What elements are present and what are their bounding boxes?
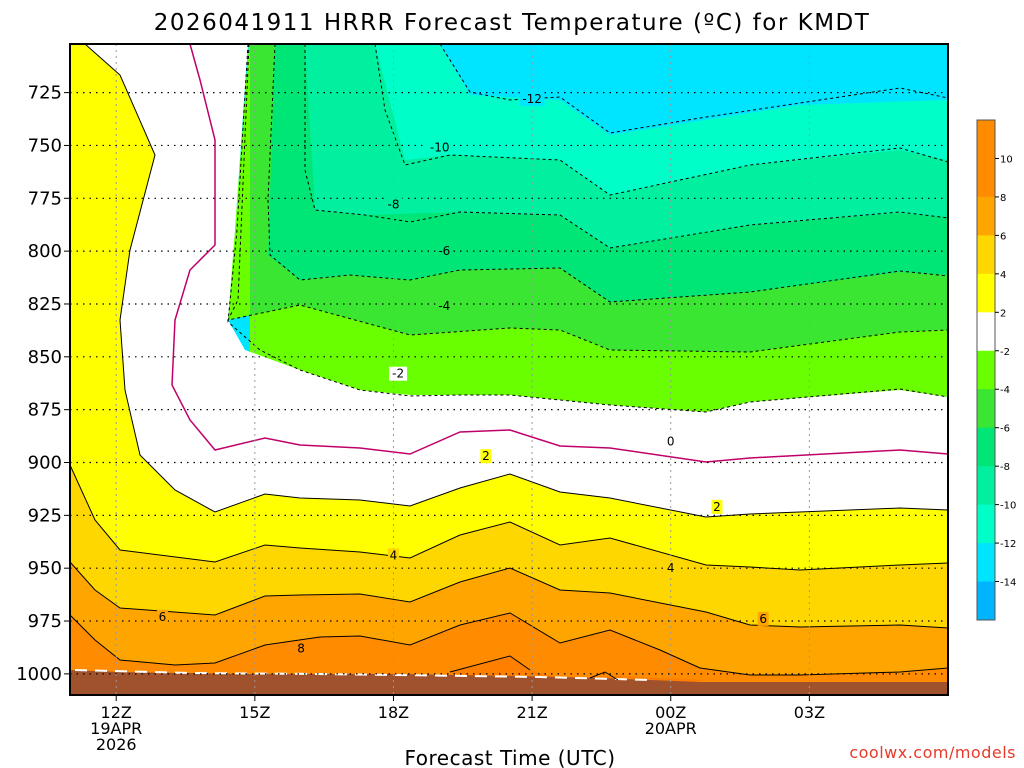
y-tick-label: 775	[28, 188, 62, 209]
contour-label-bg	[156, 609, 168, 624]
colorbar-tick-label: 8	[1000, 193, 1006, 204]
contour-label-bg	[711, 499, 723, 514]
contour-label: -12	[522, 92, 542, 106]
y-tick-label: 800	[28, 241, 62, 262]
colorbar-swatch	[977, 120, 995, 159]
y-tick-label: 975	[28, 611, 62, 632]
contour-label-bg	[384, 197, 403, 212]
colorbar-tick-label: -2	[1000, 347, 1010, 358]
y-tick-label: 725	[28, 83, 62, 104]
contour-label: -8	[387, 198, 399, 212]
contour-minus-12	[439, 44, 948, 134]
y-tick-label: 1000	[16, 664, 62, 685]
contour-label: 4	[667, 561, 675, 575]
contour-label: 0	[667, 434, 675, 448]
colorbar-swatch	[977, 504, 995, 544]
x-tick-label: 15Z	[239, 703, 270, 722]
contour-label: 4	[390, 549, 398, 563]
contour-label: 2	[713, 500, 721, 514]
contour-minus-4	[227, 44, 948, 353]
colorbar-frame	[976, 119, 996, 621]
colorbar-swatch	[977, 196, 995, 236]
colorbar-swatch	[977, 312, 995, 352]
plot-frame	[69, 43, 949, 696]
surface-line	[74, 669, 651, 681]
colorbar-tick-label: -12	[1000, 539, 1016, 550]
contour-label-bg	[389, 366, 408, 381]
contour-plus-2	[84, 44, 948, 518]
credit-link[interactable]: coolwx.com/models	[849, 743, 1016, 762]
colorbar-tick-label: -14	[1000, 578, 1016, 589]
contour-label: -6	[438, 244, 450, 258]
contour-label-bg	[427, 140, 453, 155]
colorbar-tick-label: -10	[1000, 501, 1016, 512]
y-axis: 725 750 775 800 825 850 875 900 925 950 975 1000	[16, 83, 70, 685]
contour-labels: -12 -10 -8 -6 -4 -2 0 2 2 4 4 6 6 8	[156, 91, 769, 656]
contour-label-bg	[435, 299, 454, 314]
colorbar-tick-label: 2	[1000, 308, 1006, 319]
x-axis-label: Forecast Time (UTC)	[404, 746, 615, 768]
y-tick-label: 850	[28, 347, 62, 368]
x-tick-label: 00Z	[655, 703, 686, 722]
contour-label-bg	[435, 244, 454, 259]
colorbar-swatch	[977, 543, 995, 583]
y-tick-label: 875	[28, 400, 62, 421]
contour-zero	[171, 44, 948, 463]
colorbar-tick-label: 10	[1000, 154, 1013, 165]
y-tick-label: 825	[28, 294, 62, 315]
contour-label-bg	[519, 91, 545, 106]
temperature-field	[70, 44, 948, 695]
contour-label: 6	[159, 610, 167, 624]
band-plus-2	[70, 44, 948, 695]
terrain-strip	[70, 670, 948, 695]
contour-label: -4	[438, 299, 450, 313]
x-tick-label: 19APR	[90, 719, 142, 738]
colorbar-tick-label: 4	[1000, 270, 1006, 281]
colorbar-tick-label: 6	[1000, 231, 1006, 242]
contour-label-bg	[757, 611, 769, 626]
contour-minus-8	[304, 44, 948, 249]
x-tick-label: 18Z	[378, 703, 409, 722]
colorbar-swatch	[977, 389, 995, 429]
x-tick-label: 20APR	[645, 719, 697, 738]
colorbar-swatch	[977, 158, 995, 198]
y-tick-label: 900	[28, 453, 62, 474]
colorbar-swatch	[977, 273, 995, 313]
contour-label-bg	[665, 561, 677, 576]
y-tick-label: 750	[28, 135, 62, 156]
x-tick-label: 21Z	[516, 703, 547, 722]
colorbar-swatch	[977, 350, 995, 390]
colorbar-swatch	[977, 427, 995, 467]
x-tick-label: 03Z	[794, 703, 825, 722]
contour-plus-10	[449, 655, 619, 681]
contour-label-bg	[665, 434, 677, 449]
colorbar-tick-label: -8	[1000, 462, 1010, 473]
y-tick-label: 950	[28, 558, 62, 579]
contour-minus-6	[267, 44, 948, 303]
contour-minus-2	[227, 44, 948, 413]
colorbar-swatch	[977, 466, 995, 506]
contour-plus-8	[70, 612, 948, 676]
contour-label: 2	[482, 449, 490, 463]
contour-minus-10	[374, 44, 948, 196]
colorbar-swatch	[977, 581, 995, 621]
contour-label: -10	[430, 141, 450, 155]
x-tick-label: 2026	[96, 735, 137, 754]
colorbar: 10 8 6 4 2 -2 -4 -6 -8 -10 -12 -14	[976, 119, 1016, 621]
colorbar-swatch	[977, 235, 995, 275]
contour-label: -2	[392, 367, 404, 381]
colorbar-tick-label: -4	[1000, 385, 1010, 396]
contour-label-bg	[387, 548, 399, 563]
contour-label: 6	[759, 612, 767, 626]
contour-label-bg	[295, 641, 307, 656]
contour-label: 8	[297, 642, 305, 656]
colorbar-tick-label: -6	[1000, 424, 1010, 435]
y-tick-label: 925	[28, 505, 62, 526]
x-tick-label: 12Z	[101, 703, 132, 722]
chart-title: 2026041911 HRRR Forecast Temperature (ºC…	[154, 10, 871, 36]
contour-label-bg	[480, 449, 492, 464]
